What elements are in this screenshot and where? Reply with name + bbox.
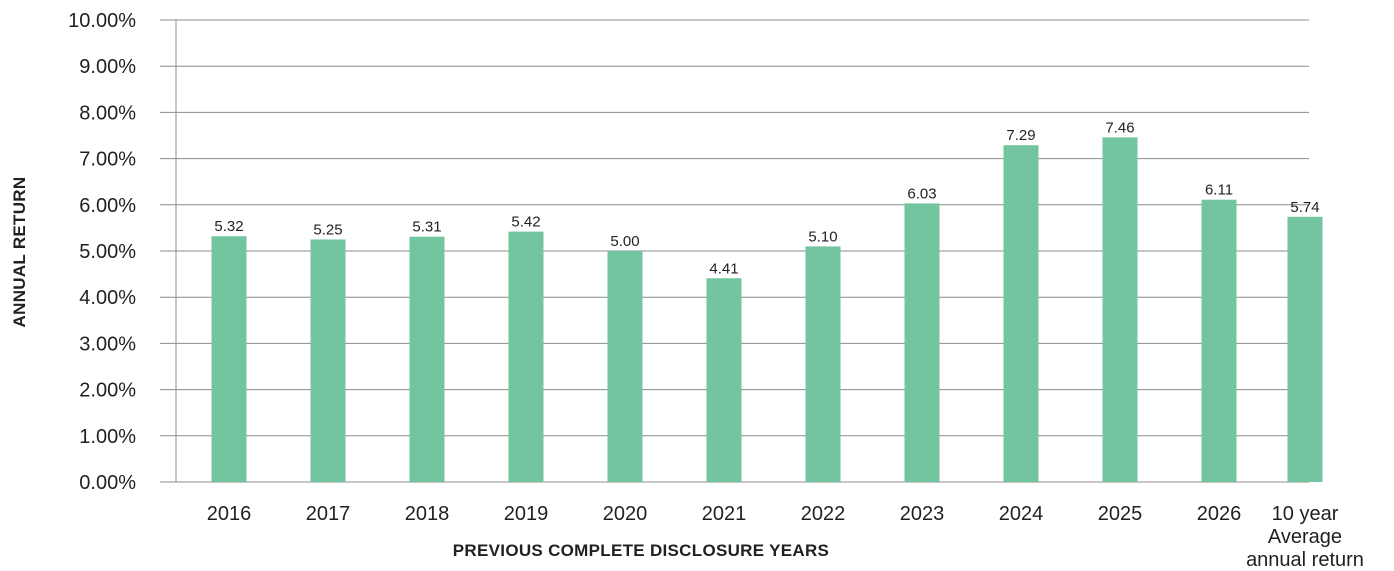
- data-label: 5.31: [412, 219, 441, 236]
- x-axis-title: PREVIOUS COMPLETE DISCLOSURE YEARS: [453, 541, 829, 560]
- y-tick-label: 0.00%: [79, 472, 136, 494]
- x-tick-label: 2018: [405, 503, 450, 525]
- y-tick-label: 6.00%: [79, 195, 136, 217]
- y-tick-label: 1.00%: [79, 426, 136, 448]
- x-tick-label: 2017: [306, 503, 351, 525]
- data-label: 5.10: [808, 228, 837, 245]
- bar: [607, 251, 643, 482]
- y-tick-label: 2.00%: [79, 380, 136, 402]
- y-tick-label: 5.00%: [79, 241, 136, 263]
- y-axis-ticks: 0.00% 1.00% 2.00% 3.00% 4.00% 5.00% 6.00% 7.00%…: [68, 10, 136, 494]
- y-tick-label: 4.00%: [79, 287, 136, 309]
- y-tick-label: 7.00%: [79, 149, 136, 171]
- bar: [310, 239, 346, 482]
- x-tick-label: 2023: [900, 503, 945, 525]
- bar: [706, 278, 742, 482]
- x-tick-label: 10 year Average annual return: [1246, 503, 1364, 571]
- y-tick-label: 9.00%: [79, 56, 136, 78]
- data-label: 5.00: [610, 233, 639, 250]
- data-label: 7.46: [1105, 119, 1134, 136]
- bar: [904, 203, 940, 482]
- bar: [1287, 216, 1323, 482]
- bar: [508, 231, 544, 482]
- x-tick-label: 2019: [504, 503, 549, 525]
- x-tick-label: 2021: [702, 503, 747, 525]
- data-label: 4.41: [709, 260, 738, 277]
- data-label: 7.29: [1006, 127, 1035, 144]
- data-label: 5.74: [1290, 199, 1319, 216]
- data-labels: 5.32 5.25 5.31 5.42 5.00 4.41 5.10 6.03 7.29 7.46…: [214, 119, 1319, 277]
- bar: [211, 236, 247, 482]
- x-tick-label: 2016: [207, 503, 252, 525]
- y-tick-label: 3.00%: [79, 333, 136, 355]
- y-axis-title: ANNUAL RETURN: [10, 177, 29, 328]
- bars: [211, 137, 1323, 482]
- data-label: 5.25: [313, 221, 342, 238]
- bar: [1003, 145, 1039, 482]
- data-label: 6.11: [1205, 182, 1233, 199]
- y-tick-label: 8.00%: [79, 102, 136, 124]
- x-axis-ticks: 2016 2017 2018 2019 2020 2021 2022 2023 2024 2025…: [207, 503, 1364, 571]
- bar: [409, 236, 445, 482]
- data-label: 5.32: [214, 218, 243, 235]
- x-tick-label: 2025: [1098, 503, 1143, 525]
- x-tick-label: 2020: [603, 503, 648, 525]
- data-label: 6.03: [907, 185, 936, 202]
- y-tick-label: 10.00%: [68, 10, 136, 32]
- bar: [805, 246, 841, 482]
- bar: [1201, 199, 1237, 482]
- bar: [1102, 137, 1138, 482]
- x-tick-label: 2022: [801, 503, 846, 525]
- x-tick-label: 2026: [1197, 503, 1242, 525]
- x-tick-label: 2024: [999, 503, 1044, 525]
- data-label: 5.42: [511, 214, 540, 231]
